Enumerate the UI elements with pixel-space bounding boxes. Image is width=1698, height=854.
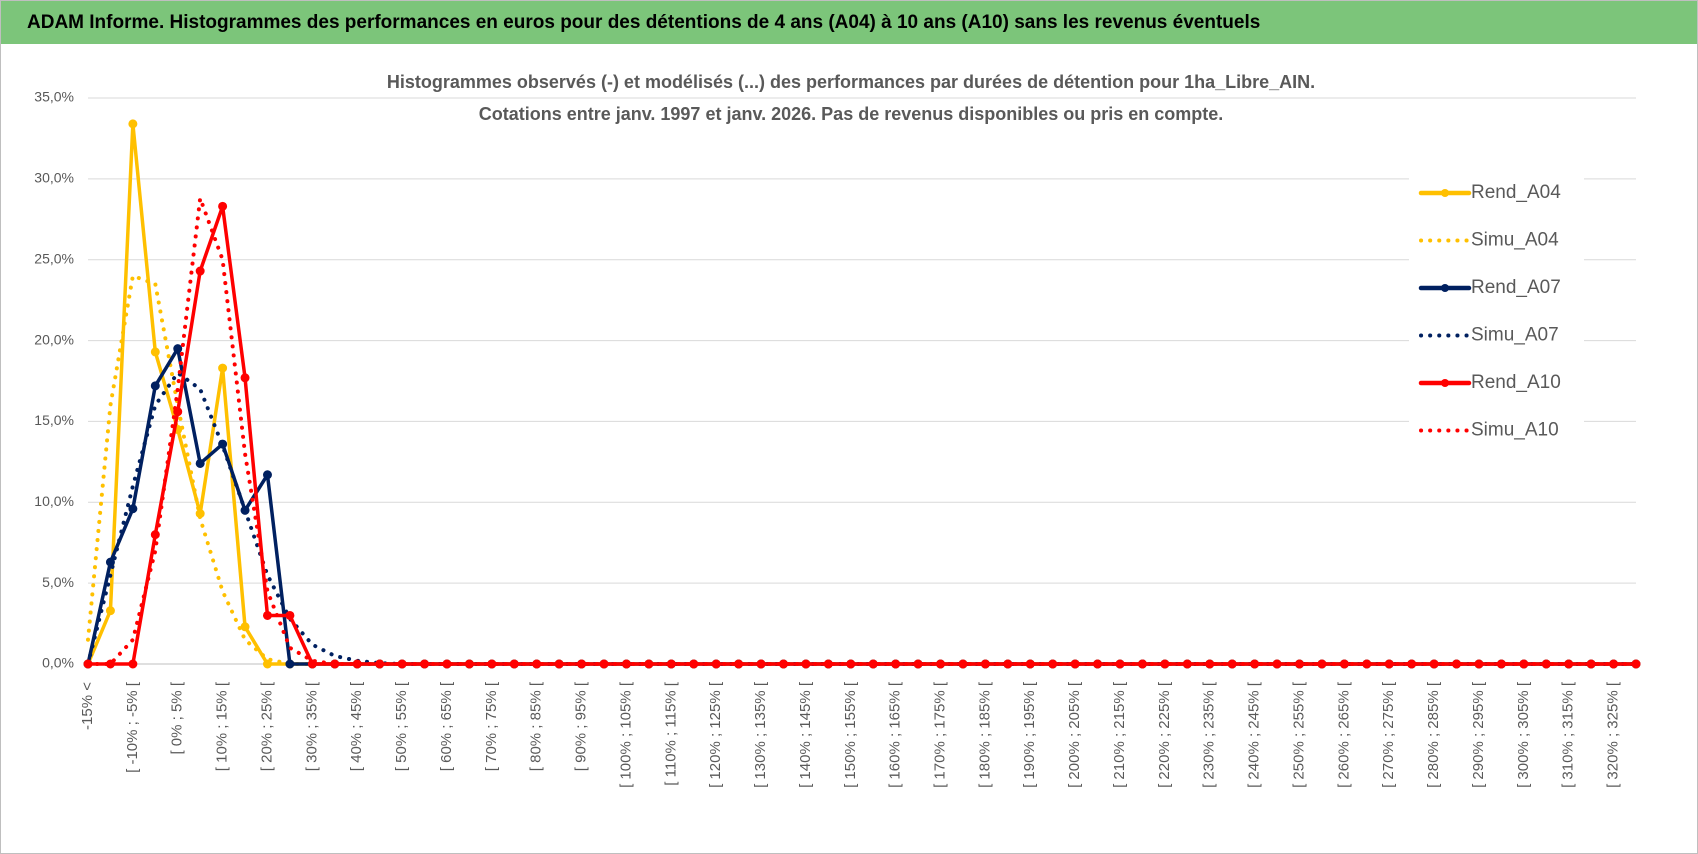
- y-tick-label: 5,0%: [42, 574, 74, 590]
- x-tick-label: [ 170% ; 175% [: [931, 681, 948, 788]
- series-marker: [150, 381, 160, 391]
- legend-label: Rend_A04: [1471, 182, 1561, 203]
- series-marker: [240, 622, 250, 632]
- x-tick-label: [ 20% ; 25% [: [258, 681, 275, 771]
- x-tick-label: [ 250% ; 255% [: [1290, 681, 1307, 788]
- chart-title-line: Histogrammes observés (-) et modélisés (…: [387, 72, 1315, 92]
- x-tick-label: [ 320% ; 325% [: [1605, 681, 1622, 788]
- x-tick-label: [ 300% ; 305% [: [1515, 681, 1532, 788]
- series-marker: [195, 266, 205, 276]
- x-tick-label: [ 100% ; 105% [: [617, 681, 634, 788]
- legend-label: Simu_A07: [1471, 325, 1559, 346]
- series-marker: [262, 610, 272, 620]
- x-tick-label: [ 230% ; 235% [: [1201, 681, 1218, 788]
- series-marker: [218, 201, 228, 211]
- x-tick-label: [ 240% ; 245% [: [1246, 681, 1263, 788]
- y-tick-label: 0,0%: [42, 655, 74, 671]
- x-tick-label: [ 270% ; 275% [: [1380, 681, 1397, 788]
- x-tick-label: [ 110% ; 115% [: [662, 681, 679, 786]
- series-line: [86, 204, 1638, 666]
- series-marker: [218, 363, 228, 373]
- series-marker: [262, 470, 272, 480]
- x-tick-label: [ 80% ; 85% [: [528, 681, 545, 771]
- x-tick-label: [ 290% ; 295% [: [1470, 681, 1487, 788]
- x-tick-label: [ 10% ; 15% [: [214, 681, 231, 771]
- y-tick-label: 35,0%: [34, 89, 74, 105]
- series-line: [86, 370, 1638, 666]
- series-marker: [173, 344, 183, 354]
- y-tick-label: 15,0%: [34, 412, 74, 428]
- x-tick-label: [ -10% ; -5% [: [124, 681, 141, 773]
- legend-label: Simu_A04: [1471, 230, 1559, 251]
- chart: Histogrammes observés (-) et modélisés (…: [34, 72, 1641, 788]
- series-marker: [105, 557, 115, 567]
- series-line: [86, 196, 1638, 666]
- x-tick-label: [ 70% ; 75% [: [483, 681, 500, 771]
- x-tick-label: [ 190% ; 195% [: [1021, 681, 1038, 788]
- series-marker: [195, 458, 205, 468]
- series-marker: [240, 373, 250, 383]
- legend-label: Rend_A07: [1471, 277, 1561, 298]
- series-marker: [262, 659, 272, 669]
- legend-marker: [1441, 284, 1449, 292]
- series-marker: [105, 606, 115, 616]
- header-title: ADAM Informe. Histogrammes des performan…: [27, 11, 1261, 33]
- series-marker: [128, 504, 138, 514]
- x-tick-label: [ 220% ; 225% [: [1156, 681, 1173, 788]
- x-tick-label: [ 280% ; 285% [: [1425, 681, 1442, 788]
- legend-label: Simu_A10: [1471, 420, 1559, 441]
- series-marker: [285, 659, 295, 669]
- legend-marker: [1441, 189, 1449, 197]
- series-marker: [150, 347, 160, 357]
- x-tick-label: [ 160% ; 165% [: [887, 681, 904, 788]
- series-marker: [285, 610, 295, 620]
- x-tick-label: [ 150% ; 155% [: [842, 681, 859, 788]
- y-tick-label: 25,0%: [34, 250, 74, 266]
- series-line: [86, 273, 1638, 666]
- x-tick-label: [ 180% ; 185% [: [976, 681, 993, 788]
- y-tick-label: 10,0%: [34, 493, 74, 509]
- x-tick-label: -15% <: [79, 682, 96, 730]
- x-tick-label: [ 60% ; 65% [: [438, 681, 455, 771]
- x-tick-label: [ 0% ; 5% [: [169, 681, 186, 754]
- x-tick-label: [ 140% ; 145% [: [797, 681, 814, 788]
- chart-title-line: Cotations entre janv. 1997 et janv. 2026…: [479, 104, 1224, 124]
- x-tick-label: [ 50% ; 55% [: [393, 681, 410, 771]
- header-bar: ADAM Informe. Histogrammes des performan…: [1, 1, 1697, 44]
- x-tick-label: [ 200% ; 205% [: [1066, 681, 1083, 788]
- x-tick-label: [ 40% ; 45% [: [348, 681, 365, 771]
- x-tick-label: [ 30% ; 35% [: [303, 681, 320, 771]
- x-tick-label: [ 310% ; 315% [: [1560, 681, 1577, 788]
- legend-marker: [1441, 379, 1449, 387]
- y-tick-label: 30,0%: [34, 170, 74, 186]
- x-tick-label: [ 260% ; 265% [: [1335, 681, 1352, 788]
- x-tick-label: [ 210% ; 215% [: [1111, 681, 1128, 788]
- series-marker: [128, 119, 138, 129]
- legend-box: [1409, 169, 1584, 459]
- x-tick-label: [ 90% ; 95% [: [573, 681, 590, 771]
- x-tick-label: [ 120% ; 125% [: [707, 681, 724, 788]
- series-marker: [128, 659, 138, 669]
- y-tick-label: 20,0%: [34, 331, 74, 347]
- legend-label: Rend_A10: [1471, 372, 1561, 393]
- series-line: [86, 346, 1638, 666]
- x-tick-label: [ 130% ; 135% [: [752, 681, 769, 788]
